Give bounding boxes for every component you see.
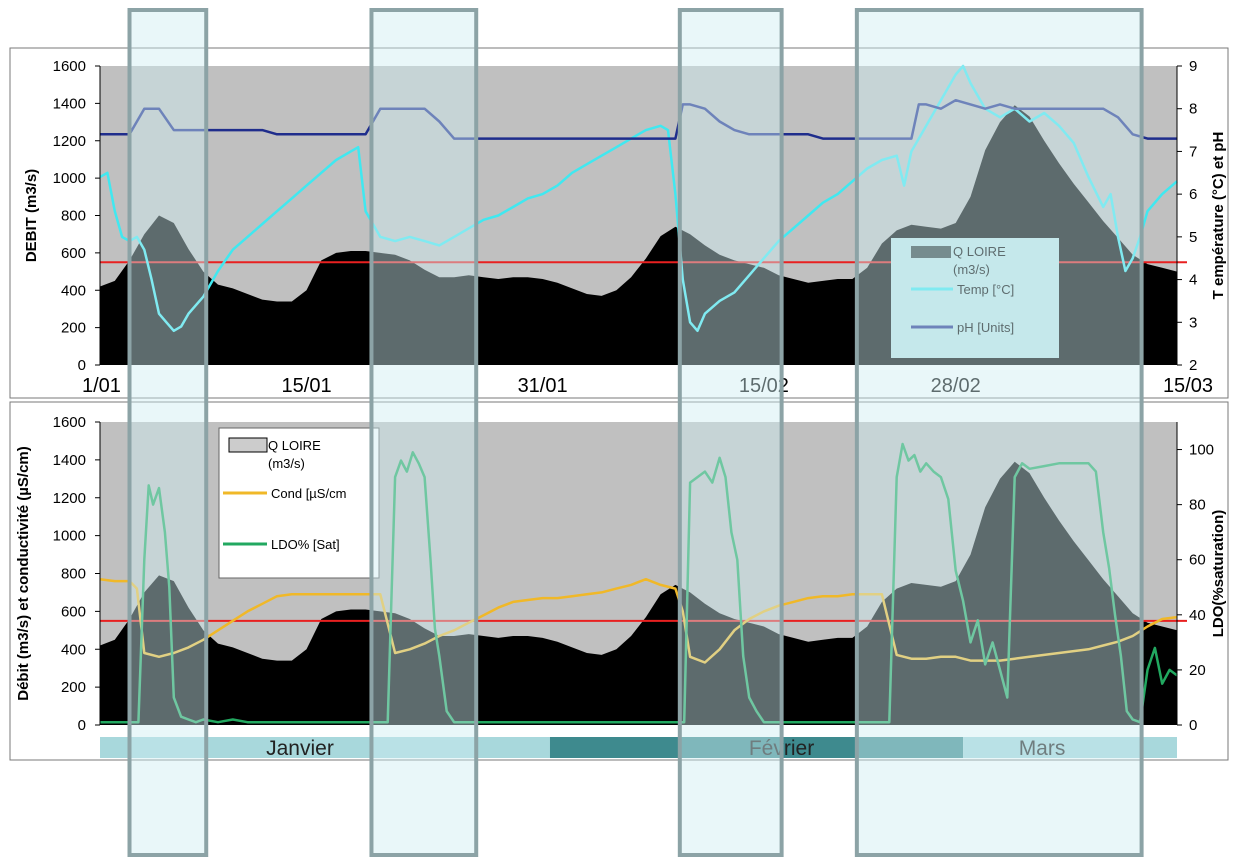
series-line-2: [100, 442, 1178, 724]
series-q-loire-area: [100, 461, 1177, 725]
y-axis-title-right: LDO(%saturation): [1210, 510, 1227, 638]
right-tick-label: 9: [1189, 58, 1197, 75]
x-tick-label: 31/01: [518, 375, 568, 397]
right-tick-label: 20: [1189, 662, 1206, 679]
legend-label-temp: Temp [°C]: [957, 282, 1014, 297]
right-tick-label: 2: [1189, 357, 1197, 374]
left-tick-label: 1200: [53, 490, 86, 507]
legend-label-ph: pH [Units]: [957, 320, 1014, 335]
legend-label-q-unit: (m3/s): [953, 262, 990, 277]
legend: Q LOIRE (m3/s) Cond [µS/cm LDO% [Sat]: [218, 427, 380, 579]
right-tick-label: 3: [1189, 314, 1197, 331]
legend-label-ldo: LDO% [Sat]: [271, 537, 340, 552]
left-tick-label: 400: [61, 282, 86, 299]
legend-label-cond: Cond [µS/cm: [271, 486, 346, 501]
right-tick-label: 6: [1189, 186, 1197, 203]
x-tick-label: 28/02: [931, 375, 981, 397]
left-tick-label: 1000: [53, 170, 86, 187]
legend-label-q: Q LOIRE: [953, 244, 1006, 259]
highlight-window: [127, 8, 209, 857]
x-tick-label: 15/01: [282, 375, 332, 397]
series-line-1: [99, 577, 1178, 664]
month-band-label: Mars: [1019, 737, 1066, 760]
left-tick-label: 0: [78, 357, 86, 374]
right-tick-label: 8: [1189, 101, 1197, 118]
right-tick-label: 7: [1189, 143, 1197, 160]
legend-label-q: Q LOIRE: [268, 438, 321, 453]
left-tick-label: 1600: [53, 414, 86, 431]
y-axis-title-left: DEBIT (m3/s): [23, 169, 40, 262]
y-axis-title-left: Débit (m3/s) et conductivité (µS/cm): [15, 446, 32, 701]
left-tick-label: 800: [61, 566, 86, 583]
right-tick-label: 40: [1189, 607, 1206, 624]
month-band: [549, 737, 964, 758]
left-tick-label: 1000: [53, 528, 86, 545]
month-band: [963, 737, 1177, 758]
legend-box: [218, 427, 380, 579]
highlight-windows: [127, 8, 1144, 857]
left-tick-label: 1400: [53, 452, 86, 469]
series-line-1: [99, 64, 1178, 333]
left-tick-label: 800: [61, 208, 86, 225]
x-tick-label: 15/02: [739, 375, 789, 397]
highlight-window: [854, 8, 1144, 857]
legend-label-q-unit: (m3/s): [268, 456, 305, 471]
y-axis-title-right: T empérature (°C) et pH: [1210, 132, 1227, 300]
left-tick-label: 0: [78, 717, 86, 734]
series-line-2: [100, 98, 1177, 140]
left-tick-label: 400: [61, 641, 86, 658]
left-tick-label: 1600: [53, 58, 86, 75]
x-tick-label: 15/03: [1163, 375, 1213, 397]
right-tick-label: 80: [1189, 497, 1206, 514]
legend: Q LOIRE (m3/s) Temp [°C] pH [Units]: [891, 238, 1059, 358]
legend-swatch-q: [911, 246, 951, 258]
right-tick-label: 100: [1189, 442, 1214, 459]
highlight-window: [369, 8, 479, 857]
legend-swatch-q: [228, 437, 268, 453]
panel-bottom: 0 200 400 600 800 1000 1200 1400 1600 0 20 40 60 80 10…: [9, 401, 1229, 761]
x-tick-label: 1/01: [82, 375, 121, 397]
left-tick-label: 1200: [53, 133, 86, 150]
month-band: [100, 737, 550, 758]
left-tick-label: 200: [61, 679, 86, 696]
left-tick-label: 600: [61, 603, 86, 620]
left-tick-label: 200: [61, 320, 86, 337]
month-band-label: Janvier: [266, 737, 334, 760]
highlight-window: [677, 8, 784, 857]
left-tick-label: 1400: [53, 95, 86, 112]
panel-top: 0 200 400 600 800 1000 1200 1400 1600 2 3 4 5 6 7 8 9 DEB…: [9, 47, 1229, 399]
right-tick-label: 5: [1189, 229, 1197, 246]
right-tick-label: 60: [1189, 552, 1206, 569]
right-tick-label: 0: [1189, 717, 1197, 734]
left-tick-label: 600: [61, 245, 86, 262]
right-tick-label: 4: [1189, 272, 1197, 289]
